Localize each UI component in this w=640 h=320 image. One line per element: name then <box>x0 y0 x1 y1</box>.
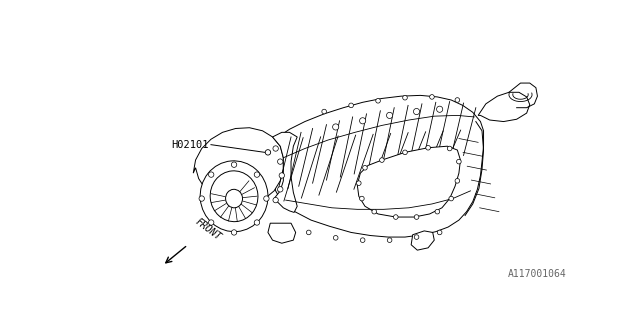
Circle shape <box>414 215 419 219</box>
Circle shape <box>372 209 376 214</box>
Circle shape <box>278 159 283 164</box>
Ellipse shape <box>210 171 258 222</box>
Circle shape <box>333 236 338 240</box>
Circle shape <box>232 230 237 235</box>
Circle shape <box>254 172 260 177</box>
Circle shape <box>414 235 419 239</box>
Circle shape <box>199 196 204 201</box>
Circle shape <box>209 172 214 177</box>
Circle shape <box>356 181 361 186</box>
Polygon shape <box>274 95 484 237</box>
Circle shape <box>447 146 452 151</box>
Circle shape <box>437 230 442 235</box>
Circle shape <box>273 197 278 203</box>
Circle shape <box>435 209 440 214</box>
Polygon shape <box>478 92 530 122</box>
Circle shape <box>394 215 398 219</box>
Circle shape <box>426 145 431 150</box>
Circle shape <box>403 150 407 155</box>
Polygon shape <box>411 231 435 250</box>
Circle shape <box>209 220 214 225</box>
Circle shape <box>254 220 260 225</box>
Ellipse shape <box>200 161 268 232</box>
Circle shape <box>387 238 392 243</box>
Circle shape <box>360 238 365 243</box>
Circle shape <box>387 112 393 118</box>
Circle shape <box>265 150 271 155</box>
Circle shape <box>333 124 339 130</box>
Circle shape <box>456 159 461 164</box>
Circle shape <box>376 99 380 103</box>
Text: FRONT: FRONT <box>193 217 223 243</box>
Circle shape <box>232 162 237 167</box>
Circle shape <box>380 158 384 162</box>
Circle shape <box>322 109 326 114</box>
Circle shape <box>307 230 311 235</box>
Polygon shape <box>273 132 297 212</box>
Polygon shape <box>357 146 460 217</box>
Circle shape <box>455 179 460 183</box>
Circle shape <box>403 95 407 100</box>
Circle shape <box>449 196 454 201</box>
Circle shape <box>429 95 435 99</box>
Circle shape <box>278 187 283 192</box>
Circle shape <box>279 173 285 178</box>
Circle shape <box>349 103 353 108</box>
Polygon shape <box>268 223 296 243</box>
Polygon shape <box>193 128 284 206</box>
Ellipse shape <box>225 189 243 208</box>
Circle shape <box>360 118 365 124</box>
Circle shape <box>455 98 460 102</box>
Circle shape <box>360 196 364 201</box>
Circle shape <box>436 106 443 112</box>
Text: A117001064: A117001064 <box>508 269 566 279</box>
Text: H02101: H02101 <box>171 140 209 150</box>
Circle shape <box>363 165 367 170</box>
Circle shape <box>273 146 278 151</box>
Circle shape <box>264 196 269 201</box>
Circle shape <box>413 108 420 115</box>
